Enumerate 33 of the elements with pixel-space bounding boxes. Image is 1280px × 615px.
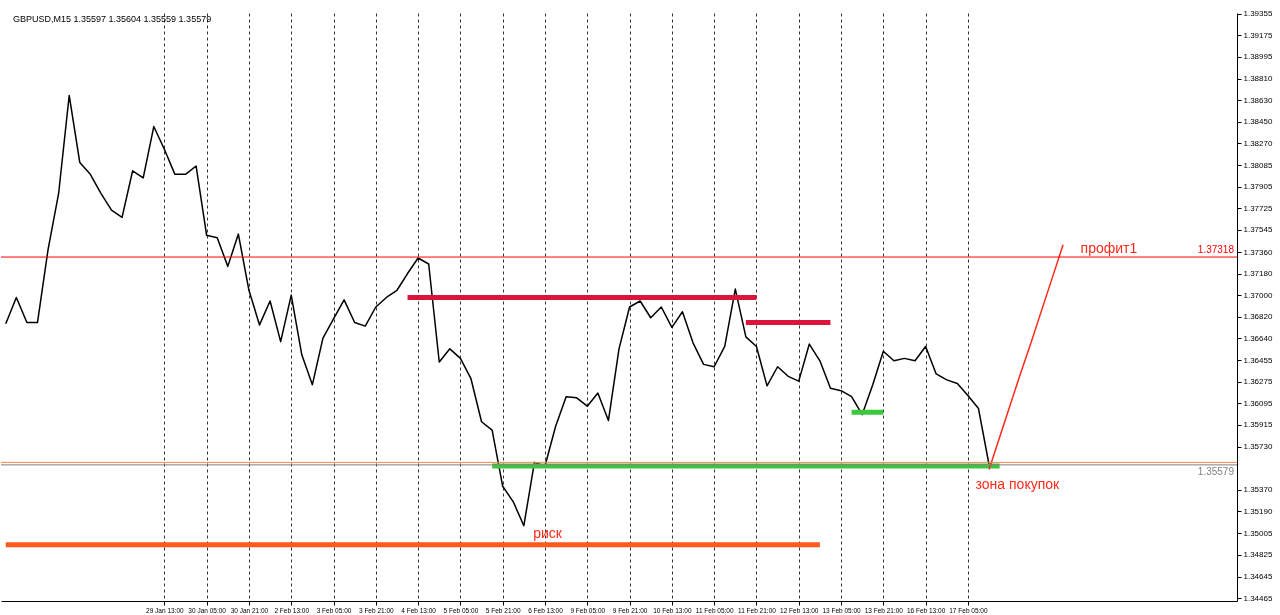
y-tick-label: 1.38085 [1243,160,1273,170]
y-tick-label: 1.37000 [1243,290,1273,300]
annotation: риск [533,525,563,542]
y-tick-label: 1.36275 [1243,377,1273,387]
ref-line-label: 1.37318 [1197,244,1235,256]
y-tick-label: 1.37180 [1243,269,1273,279]
annotation: профит1 [1080,240,1138,257]
y-tick-label: 1.37905 [1243,182,1273,192]
y-tick-label: 1.37725 [1243,203,1273,213]
y-tick-label: 1.35190 [1243,506,1273,516]
y-tick-label: 1.35915 [1243,420,1273,430]
y-tick-label: 1.36640 [1243,333,1273,343]
y-tick-label: 1.38450 [1243,117,1273,127]
y-tick-label: 1.36820 [1243,312,1273,322]
y-tick-label: 1.37545 [1243,225,1273,235]
y-tick-label: 1.39355 [1243,9,1273,19]
y-tick-label: 1.35005 [1243,528,1273,538]
chart-title: GBPUSD,M15 1.35597 1.35604 1.35559 1.35579 [13,14,212,24]
y-tick-label: 1.36455 [1243,355,1273,365]
y-tick-label: 1.39175 [1243,30,1273,40]
y-tick-label: 1.34825 [1243,550,1273,560]
y-tick-label: 1.34645 [1243,572,1273,581]
y-tick-label: 1.38270 [1243,138,1273,148]
annotation: зона покупок [975,476,1061,493]
y-tick-label: 1.38995 [1243,52,1273,62]
y-tick-label: 1.35370 [1243,485,1273,495]
y-tick-label: 1.34465 [1243,593,1273,603]
y-tick-label: 1.37360 [1243,247,1273,257]
y-tick-label: 1.35730 [1243,442,1273,452]
y-tick-label: 1.36095 [1243,398,1273,408]
y-tick-label: 1.38630 [1243,95,1273,105]
ref-line-label: 1.35579 [1197,465,1235,477]
y-tick-label: 1.38810 [1243,74,1273,84]
